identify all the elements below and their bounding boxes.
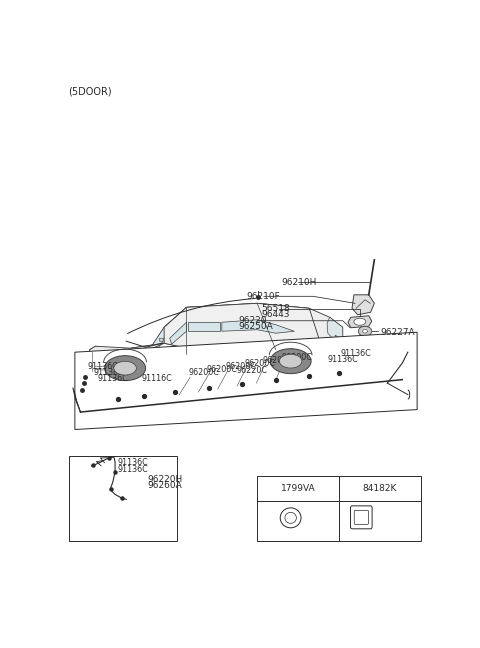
- Text: 96250A: 96250A: [239, 322, 273, 330]
- Polygon shape: [75, 332, 417, 430]
- Text: 91136C: 91136C: [118, 458, 148, 467]
- Polygon shape: [90, 343, 164, 360]
- Polygon shape: [131, 303, 343, 361]
- Polygon shape: [188, 322, 220, 331]
- Text: 84182K: 84182K: [363, 484, 397, 492]
- Polygon shape: [90, 346, 142, 373]
- Polygon shape: [348, 316, 372, 328]
- Polygon shape: [142, 307, 186, 362]
- Ellipse shape: [114, 362, 136, 375]
- Bar: [257, 476, 421, 541]
- Text: 96210F: 96210F: [246, 292, 280, 301]
- Text: 96200C: 96200C: [281, 353, 312, 362]
- Ellipse shape: [285, 513, 296, 524]
- Ellipse shape: [363, 329, 367, 333]
- Text: 96200C: 96200C: [263, 356, 294, 365]
- Ellipse shape: [354, 318, 366, 325]
- Text: 96200C: 96200C: [188, 368, 219, 377]
- Text: 91136C: 91136C: [341, 349, 372, 358]
- Polygon shape: [222, 319, 294, 333]
- Polygon shape: [164, 303, 321, 354]
- Text: 96200C: 96200C: [226, 362, 256, 371]
- Text: 96220: 96220: [239, 316, 267, 325]
- Text: 96260A: 96260A: [147, 481, 182, 491]
- Polygon shape: [335, 335, 343, 346]
- Polygon shape: [186, 303, 309, 318]
- Polygon shape: [327, 318, 343, 343]
- Text: 91136C: 91136C: [328, 355, 359, 364]
- Text: 91136C: 91136C: [118, 465, 148, 474]
- Text: (5DOOR): (5DOOR): [68, 87, 112, 97]
- Text: 96210H: 96210H: [281, 278, 317, 287]
- Text: 91136C: 91136C: [94, 368, 124, 377]
- Text: 1799VA: 1799VA: [281, 484, 315, 492]
- Text: 96220H: 96220H: [147, 475, 183, 484]
- Polygon shape: [352, 295, 374, 315]
- Text: 91136C: 91136C: [88, 362, 119, 371]
- Text: 96220C: 96220C: [237, 365, 268, 375]
- Ellipse shape: [270, 349, 311, 374]
- Text: 96200C: 96200C: [207, 365, 238, 374]
- Ellipse shape: [279, 354, 302, 368]
- Ellipse shape: [105, 356, 145, 380]
- Text: 96227A: 96227A: [381, 328, 415, 337]
- Polygon shape: [90, 343, 343, 373]
- Polygon shape: [170, 322, 186, 344]
- Ellipse shape: [359, 326, 372, 336]
- Text: 96200C: 96200C: [244, 359, 275, 368]
- Text: 91136C: 91136C: [98, 374, 129, 383]
- Text: 91116C: 91116C: [142, 374, 173, 383]
- Text: 96443: 96443: [261, 310, 289, 319]
- Polygon shape: [94, 365, 120, 372]
- Bar: [69, 456, 177, 541]
- Text: 56518: 56518: [261, 305, 289, 313]
- Polygon shape: [159, 338, 164, 341]
